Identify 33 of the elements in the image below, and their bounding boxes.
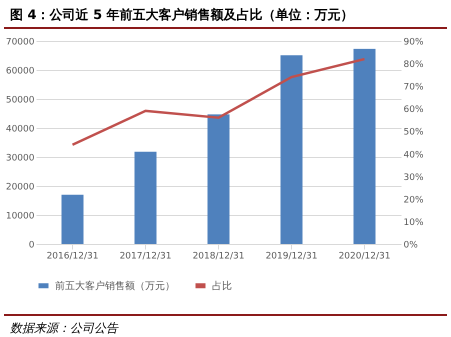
x-tick-label: 2016/12/31 (46, 252, 98, 262)
y-tick-label: 30000 (6, 154, 35, 164)
y2-tick-label: 40% (404, 150, 424, 160)
y2-tick-label: 0% (404, 240, 418, 250)
y2-tick-label: 30% (404, 172, 424, 183)
bar (134, 152, 156, 244)
bar (62, 194, 84, 244)
y2-tick-label: 90% (404, 38, 424, 48)
y2-tick-label: 20% (404, 195, 424, 206)
y-tick-label: 0 (28, 240, 35, 250)
legend-label: 前五大客户销售额（万元） (55, 280, 175, 292)
y-tick-label: 50000 (6, 96, 35, 106)
y2-tick-label: 60% (404, 105, 424, 116)
x-tick-label: 2020/12/31 (338, 252, 390, 262)
bar (208, 114, 230, 244)
chart-title: 图 4：公司近 5 年前五大客户销售额及占比（单位：万元） (4, 0, 447, 29)
y2-tick-label: 10% (404, 218, 424, 228)
y2-tick-label: 70% (404, 82, 424, 93)
y2-tick-label: 50% (404, 128, 424, 138)
legend-label: 占比 (212, 280, 232, 292)
bar (280, 55, 302, 244)
bar (354, 48, 376, 244)
y-tick-label: 10000 (6, 212, 35, 222)
y2-tick-label: 80% (404, 60, 424, 70)
line-series (71, 58, 366, 146)
y-tick-label: 40000 (6, 124, 35, 134)
x-tick-label: 2019/12/31 (266, 252, 318, 262)
y-tick-label: 60000 (6, 66, 35, 76)
source-note: 数据来源：公司公告 (4, 314, 447, 337)
y-tick-label: 70000 (6, 38, 35, 48)
x-tick-label: 2017/12/31 (120, 252, 172, 262)
y-tick-label: 20000 (6, 182, 35, 192)
x-tick-label: 2018/12/31 (192, 252, 244, 262)
